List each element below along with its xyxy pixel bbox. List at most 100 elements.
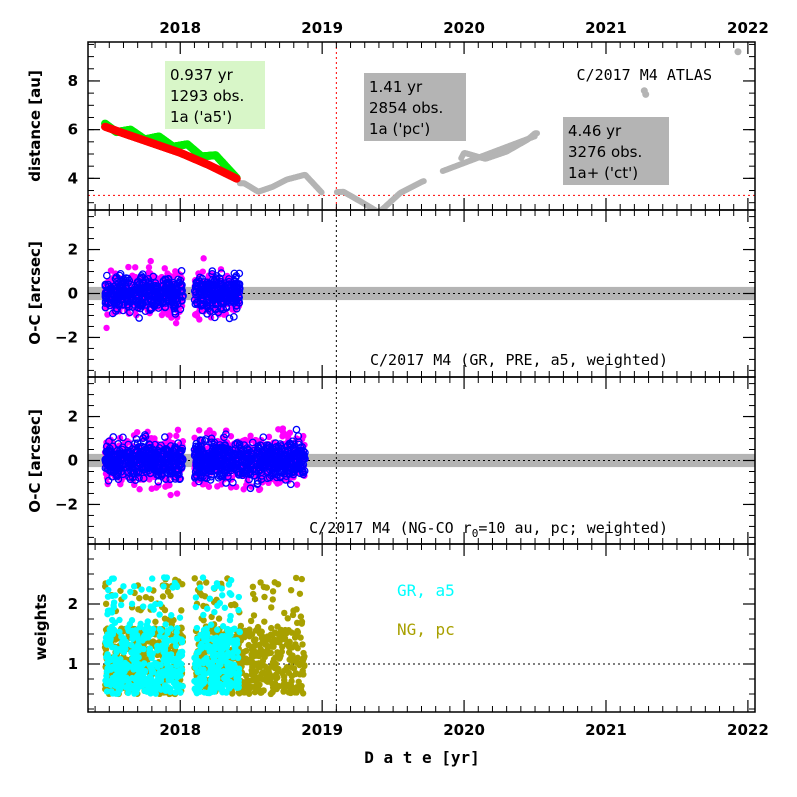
- residual-ra-point: [125, 263, 132, 271]
- residual-dec-point: [215, 445, 224, 453]
- y-tick-label: −2: [55, 495, 78, 513]
- residual-ra-point: [214, 483, 221, 490]
- residual-dec-point: [192, 439, 201, 448]
- residual-ra-point: [255, 486, 263, 494]
- residual-dec-point: [265, 463, 274, 471]
- residual-dec-point: [198, 306, 207, 315]
- distance-point: [420, 178, 427, 185]
- residual-dec-point: [165, 462, 174, 471]
- residual-dec-point: [245, 461, 254, 470]
- residual-ra-point: [200, 255, 207, 262]
- weight-point: [252, 677, 260, 684]
- weight-point: [240, 648, 248, 656]
- residual-dec-point: [246, 470, 255, 479]
- residual-dec-point: [102, 271, 111, 280]
- y-tick-label: 0: [68, 452, 78, 470]
- residual-ra-point: [146, 476, 153, 483]
- residual-dec-point: [219, 461, 227, 469]
- residual-dec-point: [123, 450, 132, 458]
- residual-dec-point: [105, 446, 114, 455]
- residual-ra-point: [196, 427, 203, 434]
- residual-dec-point: [281, 476, 290, 484]
- residual-dec-point: [171, 310, 180, 318]
- residual-dec-point: [170, 292, 179, 300]
- residual-dec-point: [253, 480, 262, 488]
- residual-dec-point: [254, 444, 263, 453]
- residual-dec-point: [143, 283, 152, 292]
- residual-dec-point: [176, 446, 185, 455]
- residual-dec-point: [119, 433, 127, 442]
- plot-area-distance: [88, 42, 755, 210]
- weight-point: [269, 588, 277, 595]
- residual-ra-point: [206, 427, 213, 434]
- weight-point: [290, 665, 298, 672]
- weight-point: [269, 596, 276, 603]
- residual-dec-point: [195, 277, 204, 286]
- residual-dec-point: [225, 314, 234, 323]
- residual-dec-point: [175, 470, 183, 479]
- residual-dec-point: [199, 472, 207, 481]
- residual-ra-point: [247, 432, 254, 440]
- residual-dec-point: [254, 467, 263, 476]
- weight-point: [260, 583, 268, 591]
- residual-dec-point: [263, 451, 272, 460]
- residual-dec-point: [147, 282, 156, 291]
- residual-dec-point: [177, 288, 186, 296]
- residual-ra-point: [173, 490, 181, 497]
- residual-dec-point: [159, 277, 168, 285]
- residual-dec-point: [236, 449, 245, 458]
- residual-ra-point: [148, 485, 155, 492]
- residual-dec-point: [197, 454, 206, 463]
- residual-dec-point: [101, 280, 110, 289]
- weight-point: [268, 624, 275, 632]
- residual-ra-point: [192, 311, 199, 318]
- residual-dec-point: [170, 304, 179, 313]
- residual-dec-point: [116, 451, 125, 460]
- residual-dec-point: [211, 300, 220, 309]
- residual-dec-point: [172, 288, 181, 296]
- distance-point: [734, 48, 742, 56]
- panel-oc-ng: −202: [55, 376, 756, 545]
- residual-dec-point: [134, 469, 143, 477]
- residual-dec-point: [161, 475, 170, 483]
- residual-dec-point: [192, 461, 201, 469]
- residual-dec-point: [109, 433, 118, 441]
- residual-ra-point: [173, 432, 180, 440]
- residual-dec-point: [145, 443, 154, 452]
- residual-dec-point: [211, 457, 220, 465]
- residual-dec-point: [191, 448, 200, 456]
- residual-dec-point: [231, 445, 240, 453]
- residual-dec-point: [123, 296, 132, 305]
- residual-ra-point: [275, 426, 282, 433]
- residual-dec-point: [190, 296, 199, 304]
- residual-ra-point: [293, 481, 301, 488]
- residual-dec-point: [292, 425, 301, 434]
- residual-dec-point: [134, 288, 143, 297]
- residual-dec-point: [220, 433, 228, 442]
- residual-dec-point: [135, 280, 144, 288]
- residual-dec-point: [141, 432, 150, 441]
- residual-ra-point: [107, 267, 115, 274]
- residual-dec-point: [217, 280, 226, 288]
- residual-dec-point: [160, 285, 169, 294]
- residual-dec-point: [138, 289, 147, 297]
- residual-dec-point: [158, 451, 167, 459]
- residual-dec-point: [222, 479, 230, 487]
- residual-dec-point: [249, 450, 258, 459]
- residual-dec-point: [223, 466, 231, 474]
- residual-dec-point: [295, 438, 303, 447]
- residual-dec-point: [109, 290, 118, 299]
- residual-dec-point: [104, 299, 113, 308]
- residual-dec-point: [230, 276, 239, 285]
- residual-dec-point: [154, 304, 163, 312]
- residual-ra-point: [174, 314, 181, 321]
- residual-dec-point: [139, 294, 147, 303]
- residual-ra-point: [174, 426, 182, 434]
- residual-dec-point: [246, 484, 255, 493]
- residual-ra-point: [265, 433, 273, 441]
- residual-dec-point: [146, 460, 155, 469]
- residual-dec-point: [158, 465, 167, 474]
- residual-dec-point: [154, 477, 163, 486]
- residual-ra-point: [133, 312, 140, 319]
- residual-dec-point: [242, 469, 251, 478]
